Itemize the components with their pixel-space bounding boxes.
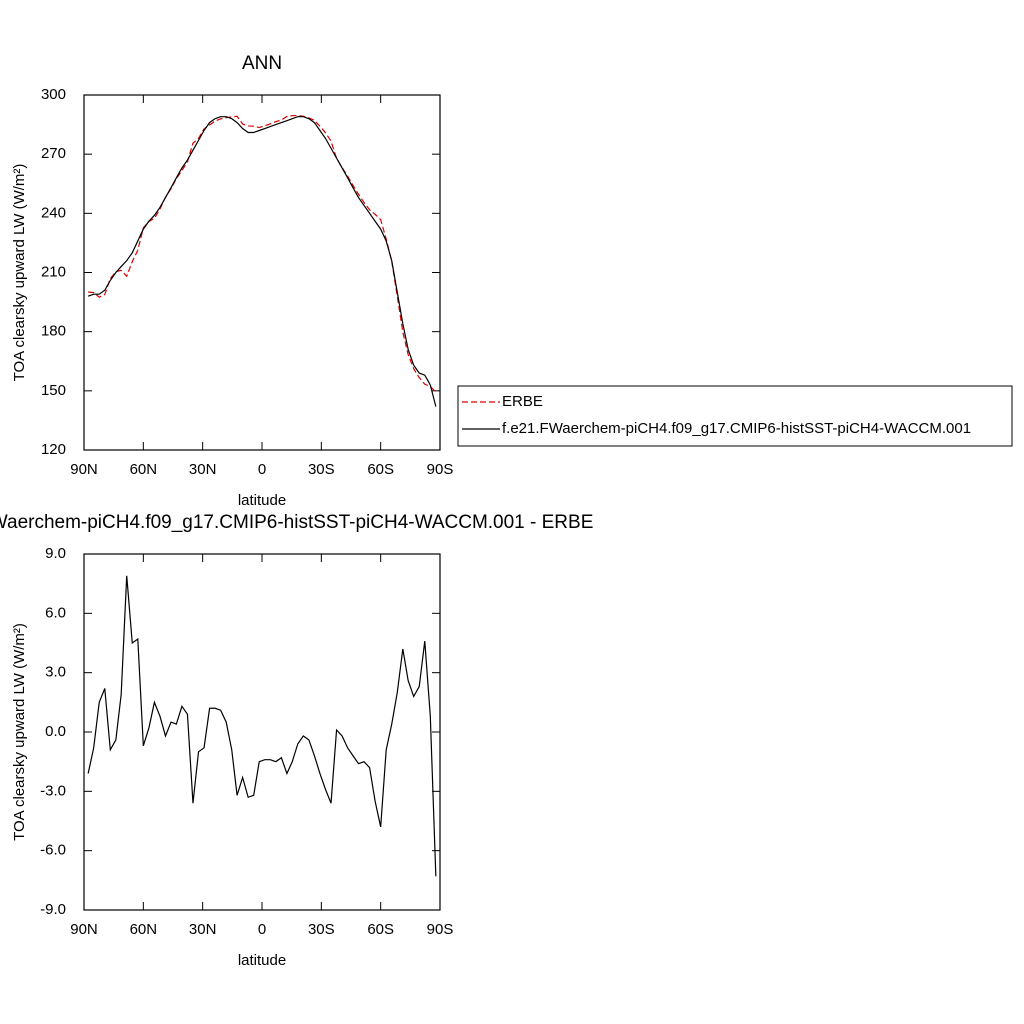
y-tick-label: -6.0: [40, 842, 66, 859]
x-tick-label: 30N: [189, 921, 217, 938]
y-tick-label: 150: [41, 382, 66, 399]
x-axis-label: latitude: [238, 492, 286, 509]
y-tick-label: 240: [41, 204, 66, 221]
y-axis-label: TOA clearsky upward LW (W/m²): [11, 164, 28, 382]
y-tick-label: 3.0: [45, 664, 66, 681]
y-tick-label: 180: [41, 323, 66, 340]
y-tick-label: -9.0: [40, 901, 66, 918]
x-tick-label: 90N: [70, 461, 98, 478]
y-tick-label: 6.0: [45, 604, 66, 621]
y-axis-label: TOA clearsky upward LW (W/m²): [11, 623, 28, 841]
x-tick-label: 30S: [308, 921, 335, 938]
data-line: [87, 575, 437, 877]
legend-label: f.e21.FWaerchem-piCH4.f09_g17.CMIP6-hist…: [502, 420, 971, 437]
x-tick-label: 30S: [308, 461, 335, 478]
x-axis-label: latitude: [238, 952, 286, 969]
legend-box: [457, 385, 1013, 447]
y-tick-label: 0.0: [45, 723, 66, 740]
x-tick-label: 90S: [427, 461, 454, 478]
legend-label: ERBE: [502, 393, 543, 410]
x-tick-label: 60S: [367, 921, 394, 938]
y-tick-label: 120: [41, 441, 66, 458]
y-tick-label: 210: [41, 263, 66, 280]
x-tick-label: 90N: [70, 921, 98, 938]
x-tick-label: 60N: [130, 461, 158, 478]
chart-title: f.e21.FWaerchem-piCH4.f09_g17.CMIP6-hist…: [0, 512, 593, 533]
y-tick-label: 300: [41, 86, 66, 103]
data-line: [87, 116, 437, 407]
x-tick-label: 30N: [189, 461, 217, 478]
plot-frame: [83, 553, 441, 911]
y-tick-label: 270: [41, 145, 66, 162]
x-tick-label: 60N: [130, 921, 158, 938]
x-tick-label: 90S: [427, 921, 454, 938]
chart-title: ANN: [242, 53, 282, 74]
x-tick-label: 60S: [367, 461, 394, 478]
data-line: [88, 114, 437, 393]
x-tick-label: 0: [258, 461, 266, 478]
plot-frame: [83, 94, 441, 451]
y-tick-label: 9.0: [45, 545, 66, 562]
x-tick-label: 0: [258, 921, 266, 938]
y-tick-label: -3.0: [40, 782, 66, 799]
